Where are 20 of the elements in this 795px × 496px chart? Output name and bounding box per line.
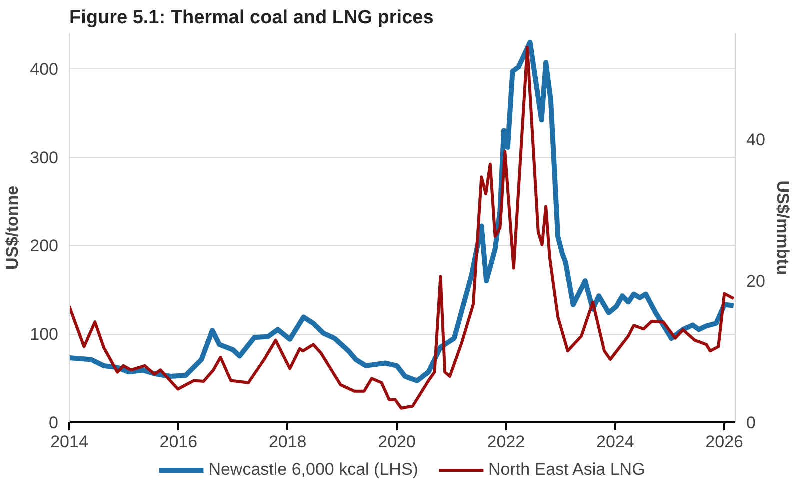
x-tick-label: 2026 — [706, 432, 744, 452]
y2-tick-label: 0 — [746, 414, 756, 432]
y2-tick-label: 20 — [746, 272, 766, 292]
y-tick-label: 0 — [49, 414, 59, 432]
x-tick-label: 2014 — [50, 432, 88, 452]
legend-label: North East Asia LNG — [488, 460, 646, 480]
y2-axis-title: US$/mmbtu — [773, 180, 792, 276]
x-tick-label: 2018 — [268, 432, 307, 452]
x-tick-label: 2016 — [160, 432, 198, 452]
y-tick-label: 400 — [30, 60, 59, 79]
y-tick-label: 300 — [30, 148, 59, 168]
x-tick-label: 2024 — [596, 432, 634, 452]
chart-title: Figure 5.1: Thermal coal and LNG prices — [70, 8, 434, 28]
y2-tick-label: 40 — [746, 130, 766, 150]
x-tick-label: 2022 — [487, 432, 526, 452]
y-tick-label: 200 — [30, 236, 59, 256]
y-axis-title: US$/tonne — [3, 186, 22, 270]
legend-label: Newcastle 6,000 kcal (LHS) — [208, 460, 418, 480]
x-tick-label: 2020 — [378, 432, 416, 452]
y-tick-label: 100 — [30, 325, 59, 344]
